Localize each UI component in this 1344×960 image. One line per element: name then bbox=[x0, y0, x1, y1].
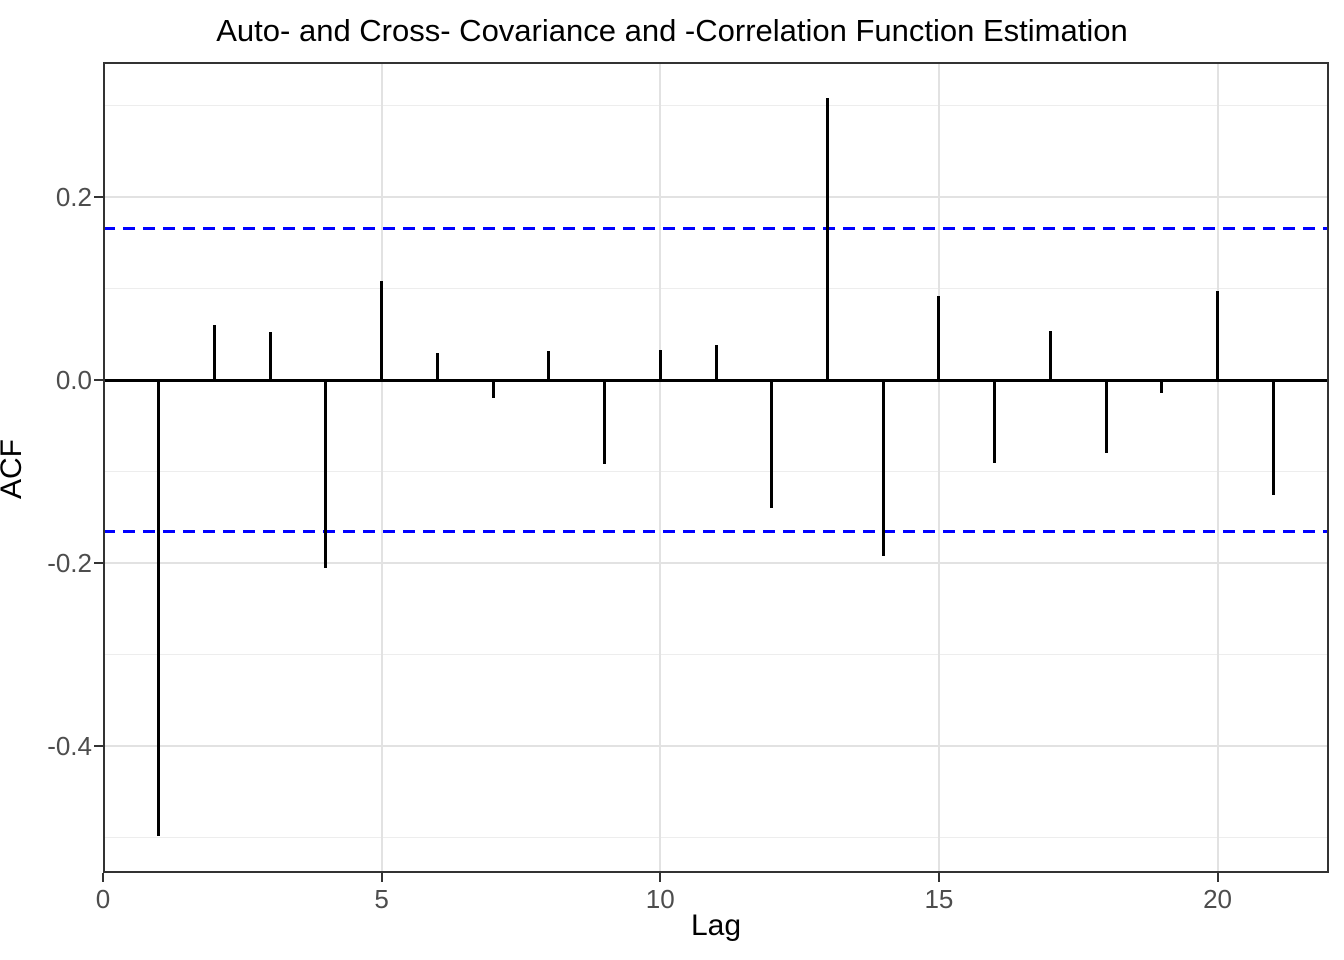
acf-spike-lag-19 bbox=[1160, 380, 1164, 393]
y-axis-title: ACF bbox=[0, 439, 28, 499]
x-axis-tick bbox=[102, 873, 104, 882]
y-axis-tick-label: 0.0 bbox=[55, 365, 92, 396]
acf-spike-lag-5 bbox=[380, 280, 384, 381]
x-axis-tick-label: 15 bbox=[924, 884, 954, 914]
x-major-gridline bbox=[1216, 62, 1219, 873]
y-minor-gridline bbox=[103, 653, 1329, 655]
acf-spike-lag-13 bbox=[825, 97, 829, 381]
acf-spike-lag-3 bbox=[268, 331, 272, 381]
y-axis-tick bbox=[94, 744, 103, 747]
acf-spike-lag-17 bbox=[1048, 330, 1052, 381]
y-major-gridline bbox=[103, 744, 1329, 747]
y-minor-gridline bbox=[103, 471, 1329, 473]
y-minor-gridline bbox=[103, 105, 1329, 107]
y-axis-tick bbox=[94, 562, 103, 565]
x-axis-tick bbox=[937, 873, 940, 882]
acf-spike-lag-1 bbox=[157, 380, 161, 836]
y-axis-tick-label: -0.4 bbox=[47, 730, 92, 761]
y-minor-gridline bbox=[103, 836, 1329, 838]
confidence-line-upper bbox=[103, 226, 1329, 230]
acf-spike-lag-7 bbox=[491, 380, 495, 399]
acf-spike-lag-10 bbox=[658, 350, 662, 381]
zero-line bbox=[103, 378, 1329, 382]
y-axis-tick bbox=[94, 196, 103, 199]
y-major-gridline bbox=[103, 196, 1329, 199]
x-major-gridline bbox=[103, 62, 104, 873]
x-axis-tick-label: 5 bbox=[374, 884, 389, 914]
acf-spike-lag-9 bbox=[603, 380, 607, 465]
acf-spike-lag-20 bbox=[1216, 290, 1220, 381]
acf-spike-lag-8 bbox=[547, 350, 551, 381]
x-axis-tick-label: 10 bbox=[645, 884, 675, 914]
acf-spike-lag-12 bbox=[770, 380, 774, 509]
y-minor-gridline bbox=[103, 288, 1329, 290]
x-axis-tick-label: 0 bbox=[95, 884, 111, 914]
y-axis-tick-label: -0.2 bbox=[47, 548, 92, 579]
acf-spike-lag-14 bbox=[881, 380, 885, 556]
confidence-line-lower bbox=[103, 530, 1329, 534]
acf-spike-lag-11 bbox=[714, 344, 718, 381]
acf-spike-lag-16 bbox=[993, 380, 997, 464]
y-axis-tick-label: 0.2 bbox=[55, 182, 92, 213]
acf-spike-lag-2 bbox=[212, 325, 216, 381]
acf-spike-lag-4 bbox=[324, 380, 328, 568]
acf-spike-lag-18 bbox=[1104, 380, 1108, 454]
x-axis-tick bbox=[659, 873, 662, 882]
acf-spike-lag-6 bbox=[435, 352, 439, 381]
x-major-gridline bbox=[659, 62, 662, 873]
chart-title: Auto- and Cross- Covariance and -Correla… bbox=[216, 13, 1128, 48]
x-axis-tick bbox=[1216, 873, 1219, 882]
x-axis-tick-label: 20 bbox=[1203, 884, 1232, 914]
x-axis-tick bbox=[380, 873, 383, 882]
x-major-gridline bbox=[380, 62, 383, 873]
acf-spike-lag-15 bbox=[937, 296, 941, 381]
x-axis-title: Lag bbox=[690, 909, 742, 942]
y-major-gridline bbox=[103, 562, 1329, 565]
y-axis-tick bbox=[94, 379, 103, 382]
plot-panel bbox=[103, 62, 1329, 873]
acf-spike-lag-21 bbox=[1271, 380, 1275, 496]
x-major-gridline bbox=[937, 62, 940, 873]
